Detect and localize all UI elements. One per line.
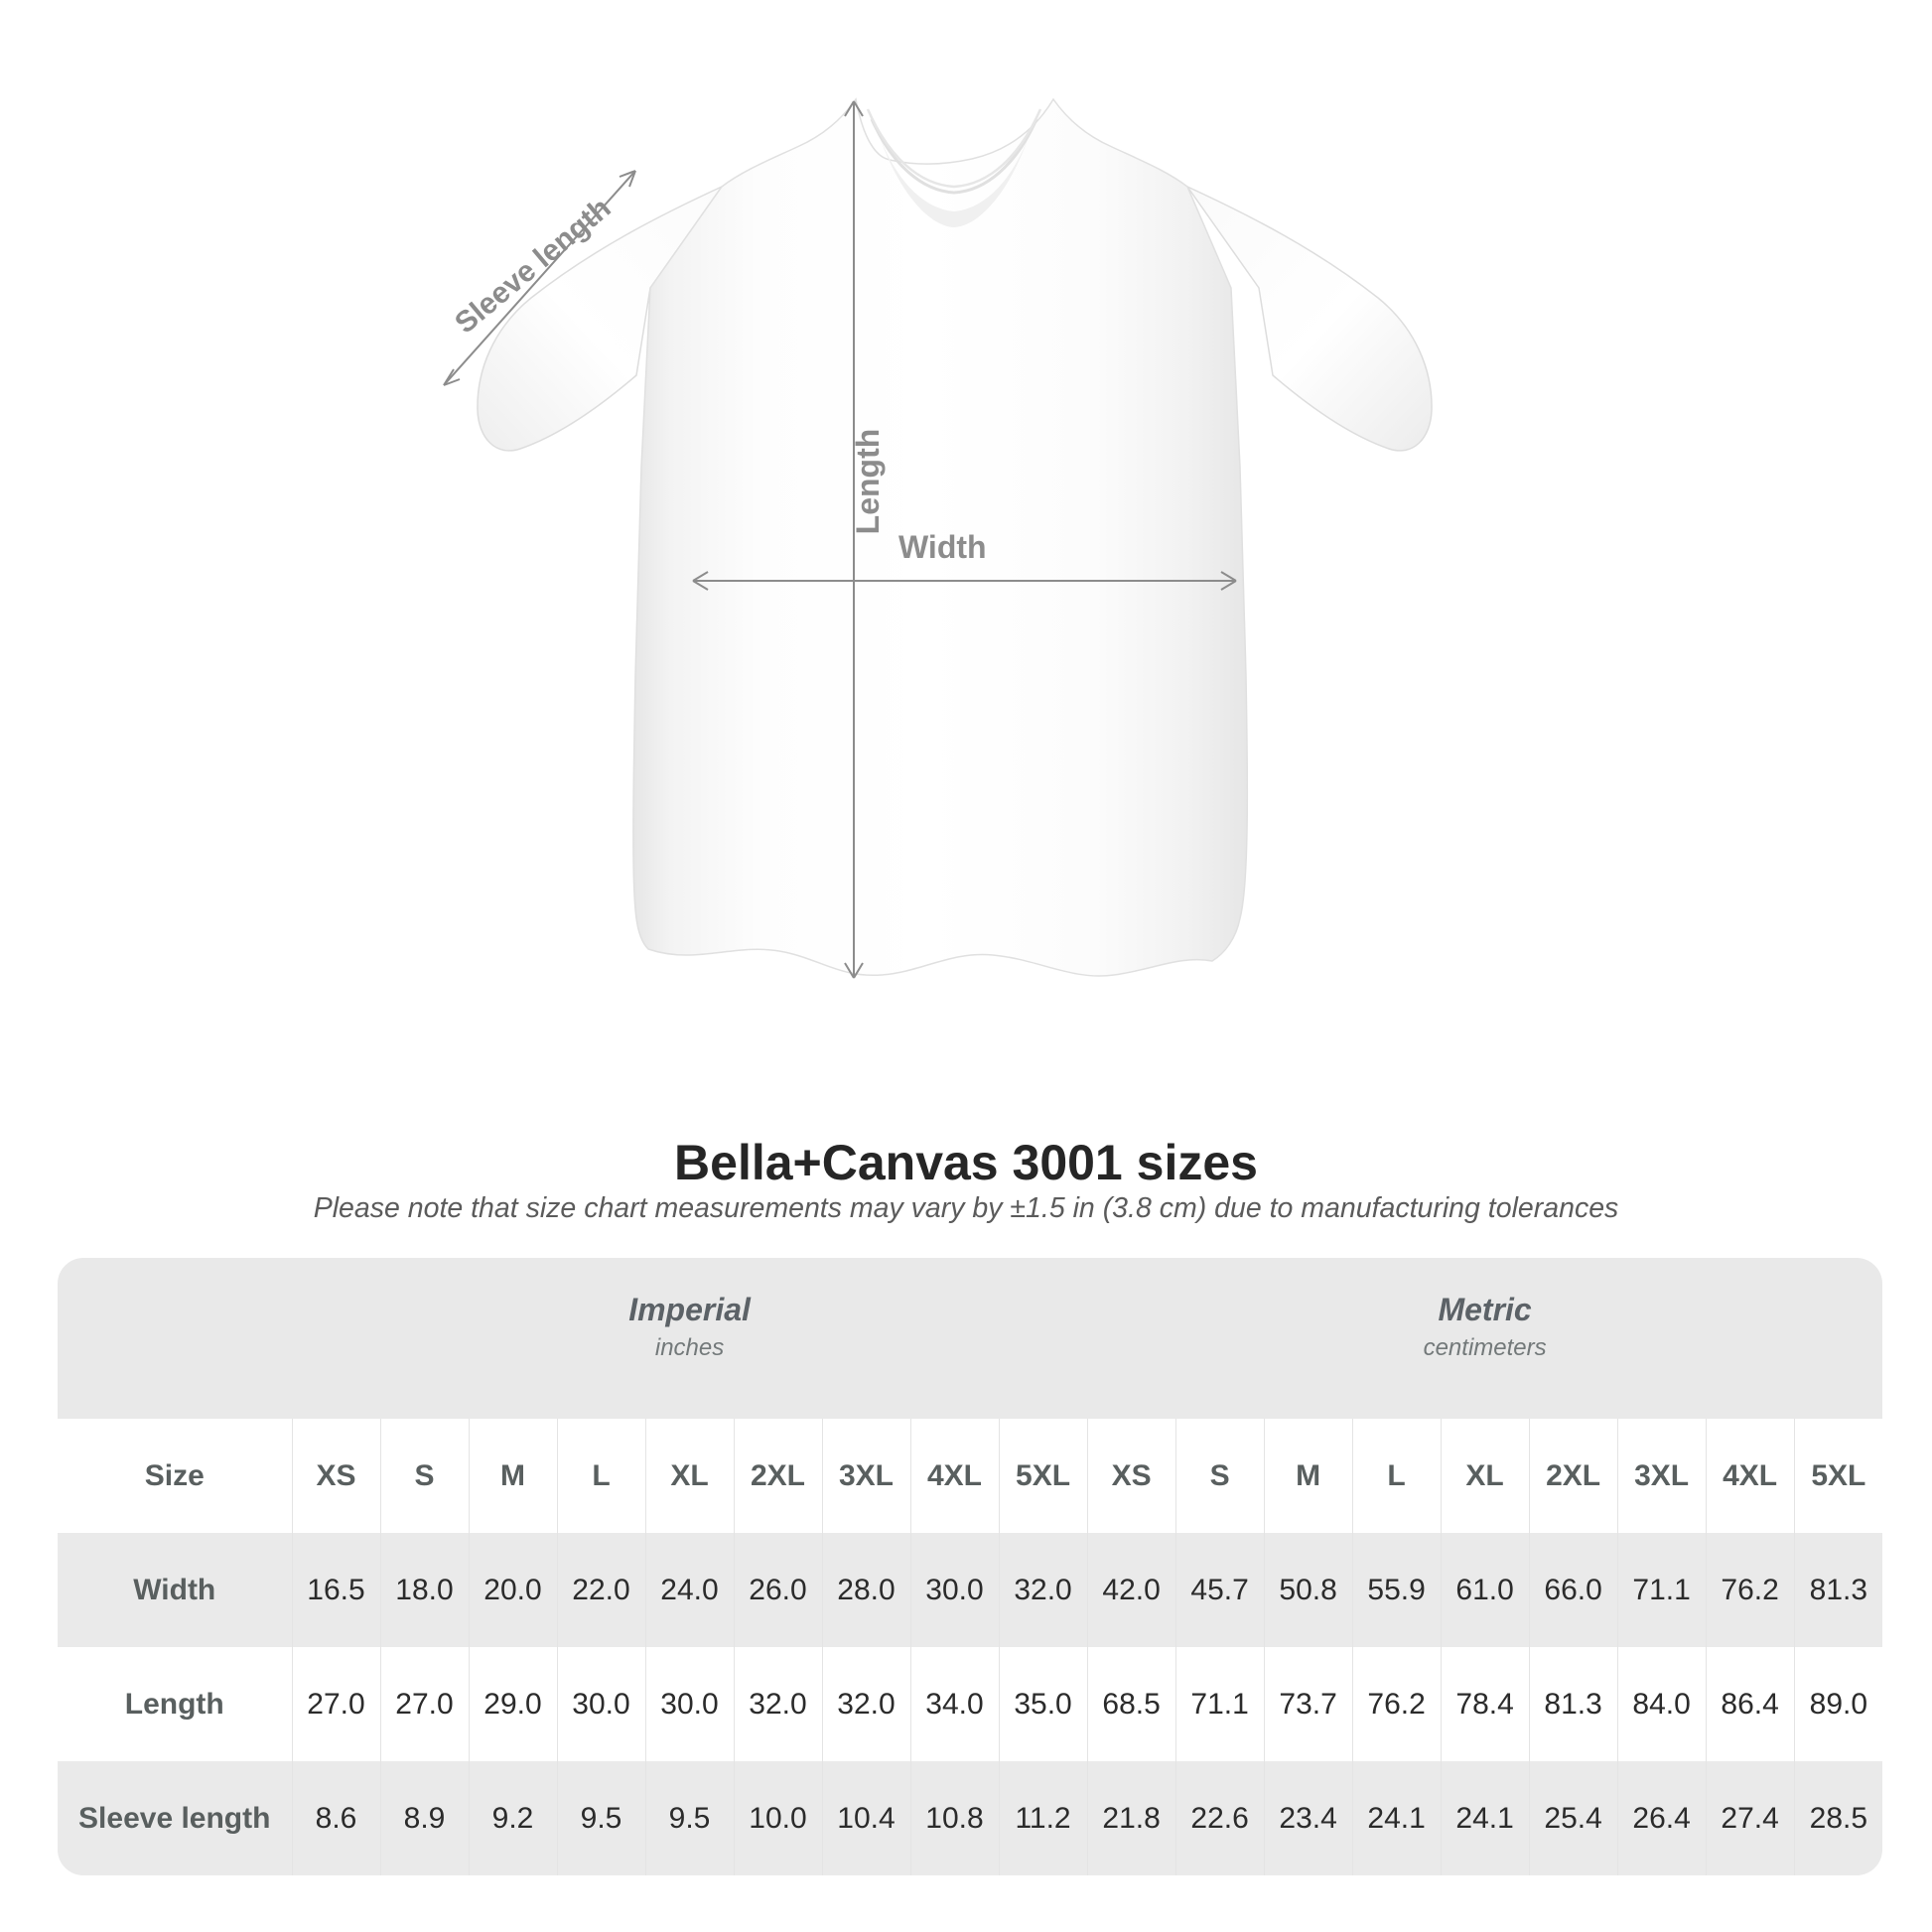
svg-text:Width: Width [898,529,987,565]
svg-text:Length: Length [850,429,886,535]
